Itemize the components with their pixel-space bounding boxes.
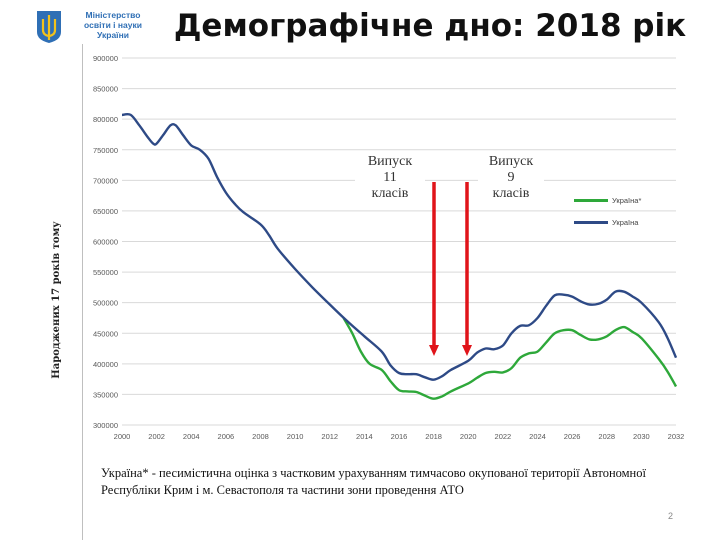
page-title: Демографічне дно: 2018 рік [173, 8, 687, 44]
series-line-ukraine-pessimistic [342, 317, 678, 400]
legend-swatch-green [574, 198, 608, 202]
y-tick-label: 800000 [93, 115, 118, 124]
y-tick-label: 300000 [93, 421, 118, 430]
y-tick-label: 600000 [93, 238, 118, 247]
x-tick-label: 2022 [495, 432, 512, 441]
callout-grade-9-text: Випуск 9 класів [488, 154, 534, 201]
series-line-ukraine [121, 112, 678, 381]
x-tick-label: 2032 [668, 432, 685, 441]
footnote: Україна* - песимістична оцінка з частков… [101, 466, 646, 497]
x-tick-label: 2012 [321, 432, 338, 441]
x-tick-label: 2014 [356, 432, 373, 441]
legend-swatch-blue [574, 220, 608, 224]
trident-shield-icon [37, 11, 61, 43]
x-tick-label: 2024 [529, 432, 546, 441]
callout-grade-9: Випуск 9 класів [478, 154, 544, 202]
y-tick-label: 850000 [93, 85, 118, 94]
y-tick-label: 550000 [93, 268, 118, 277]
y-tick-label: 750000 [93, 146, 118, 155]
x-tick-label: 2016 [391, 432, 408, 441]
legend-label: Україна [612, 217, 639, 227]
y-tick-label: 400000 [93, 360, 118, 369]
x-tick-label: 2008 [252, 432, 269, 441]
y-tick-label: 900000 [93, 54, 118, 63]
arrow-head [462, 345, 472, 356]
x-tick-label: 2030 [633, 432, 650, 441]
x-tick-label: 2020 [460, 432, 477, 441]
x-tick-label: 2010 [287, 432, 304, 441]
y-tick-label: 700000 [93, 176, 118, 185]
page-number: 2 [668, 511, 674, 521]
arrow-head [429, 345, 439, 356]
x-tick-label: 2006 [218, 432, 235, 441]
x-tick-label: 2002 [148, 432, 165, 441]
chart-legend: Україна* Україна [574, 190, 654, 234]
x-tick-label: 2028 [598, 432, 615, 441]
legend-item-ukraine: Україна [574, 216, 638, 228]
x-tick-label: 2026 [564, 432, 581, 441]
divider [82, 44, 83, 540]
callout-grade-11: Випуск 11 класів [355, 154, 425, 202]
x-tick-label: 2000 [114, 432, 131, 441]
y-tick-label: 450000 [93, 329, 118, 338]
x-tick-label: 2018 [425, 432, 442, 441]
legend-item-pessimistic: Україна* [574, 194, 641, 206]
ministry-name: Міністерство освіти і науки України [84, 10, 142, 40]
x-tick-label: 2004 [183, 432, 200, 441]
y-tick-label: 350000 [93, 390, 118, 399]
legend-label: Україна* [612, 195, 642, 205]
callout-grade-11-text: Випуск 11 класів [367, 154, 413, 201]
ministry-logo: Міністерство освіти і науки України [36, 10, 156, 46]
y-tick-label: 650000 [93, 207, 118, 216]
y-tick-label: 500000 [93, 299, 118, 308]
